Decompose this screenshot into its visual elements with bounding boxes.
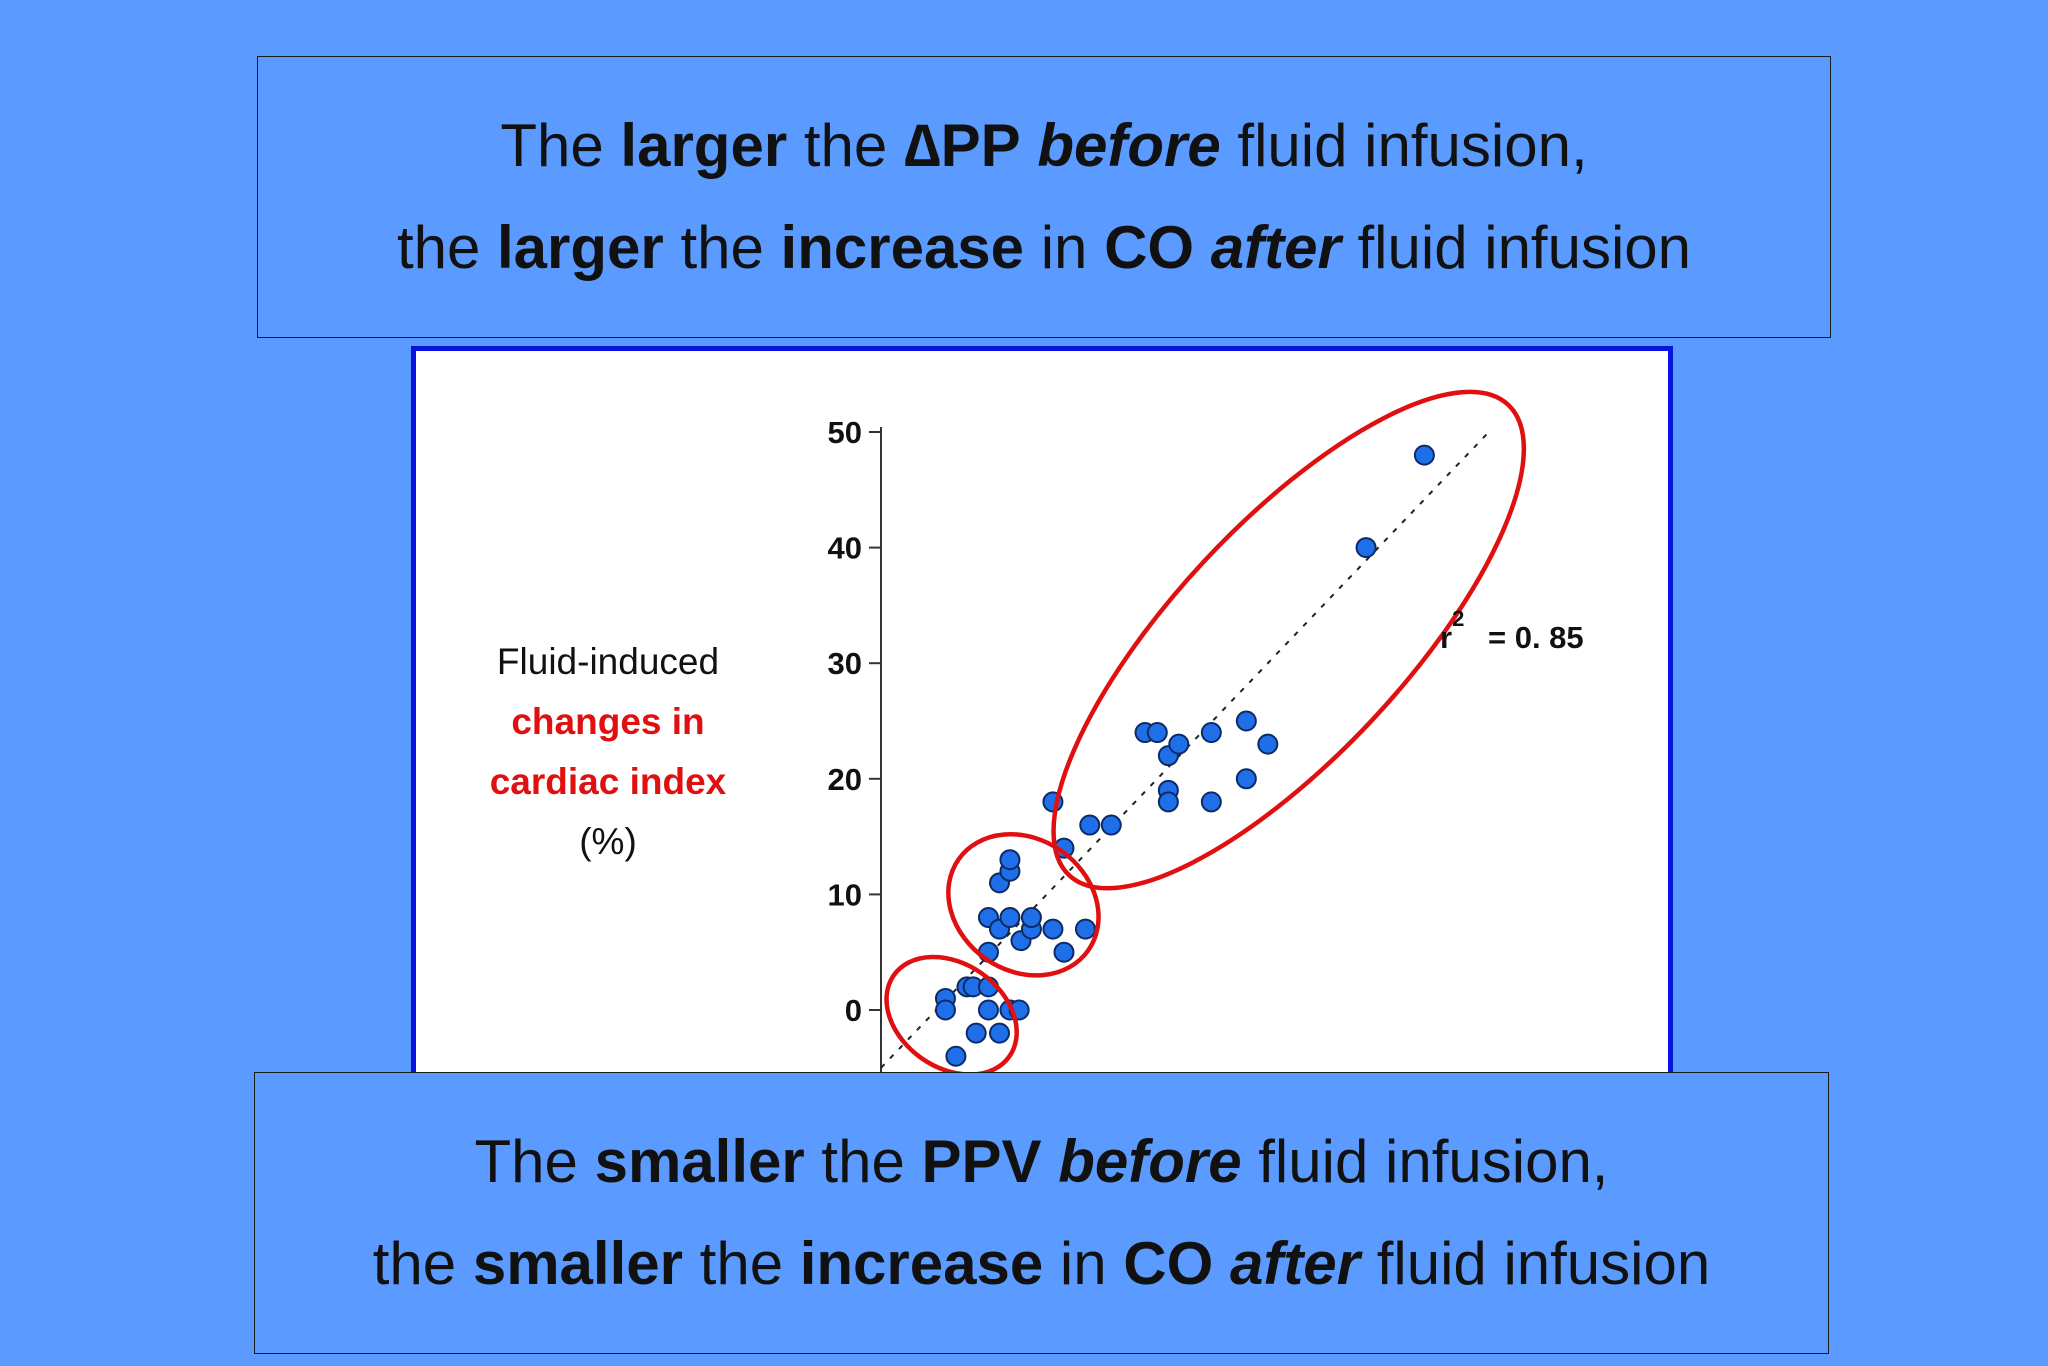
statement-segment: The bbox=[500, 112, 621, 179]
y-axis-title-line2: changes in bbox=[511, 701, 705, 742]
y-tick-label: 30 bbox=[828, 646, 862, 681]
statement-segment: fluid infusion bbox=[1360, 1230, 1711, 1297]
y-axis-title-line1: Fluid-induced bbox=[496, 641, 720, 682]
statement-segment bbox=[1194, 214, 1211, 281]
statement-segment: after bbox=[1210, 214, 1341, 281]
data-point bbox=[965, 1022, 987, 1044]
top-statement-line-2: the larger the increase in CO after flui… bbox=[397, 197, 1691, 299]
statement-segment: fluid infusion, bbox=[1220, 112, 1588, 179]
statement-segment: the bbox=[663, 214, 781, 281]
statement-segment: CO bbox=[1123, 1230, 1214, 1297]
statement-segment: increase bbox=[780, 214, 1025, 281]
bottom-statement-line-1: The smaller the PPV before fluid infusio… bbox=[475, 1111, 1609, 1213]
chart-panel bbox=[411, 346, 1673, 1086]
data-point bbox=[1200, 791, 1222, 813]
bottom-statement-line-2: the smaller the increase in CO after flu… bbox=[373, 1213, 1711, 1315]
y-tick-label: 50 bbox=[828, 415, 862, 450]
y-ticks: 0 10 20 30 40 50 bbox=[828, 415, 881, 1028]
data-point bbox=[1020, 907, 1042, 929]
data-point bbox=[989, 1022, 1011, 1044]
data-point bbox=[1146, 722, 1168, 744]
ellipses-layer bbox=[884, 389, 1527, 1077]
data-point bbox=[1053, 941, 1075, 963]
y-axis-title: Fluid-induced changes in cardiac index (… bbox=[418, 632, 798, 872]
regression-layer bbox=[880, 431, 1490, 1069]
statement-segment: in bbox=[1043, 1230, 1124, 1297]
statement-segment: PPV bbox=[921, 1128, 1042, 1195]
data-point bbox=[1074, 918, 1096, 940]
data-point bbox=[1235, 768, 1257, 790]
statement-segment: smaller bbox=[594, 1128, 805, 1195]
data-point bbox=[1257, 733, 1279, 755]
statement-segment: smaller bbox=[472, 1230, 683, 1297]
statement-segment: the bbox=[372, 1230, 473, 1297]
statement-segment: the bbox=[682, 1230, 800, 1297]
r-superscript: 2 bbox=[1452, 606, 1464, 631]
y-tick-label: 20 bbox=[828, 762, 862, 797]
statement-segment: ∆PP bbox=[903, 112, 1021, 179]
data-point bbox=[1042, 918, 1064, 940]
y-tick-label: 0 bbox=[845, 993, 862, 1028]
y-tick-label: 40 bbox=[828, 531, 862, 566]
data-point bbox=[1413, 444, 1435, 466]
y-axis-title-line3: cardiac index bbox=[489, 761, 727, 802]
statement-segment: increase bbox=[799, 1230, 1044, 1297]
data-point bbox=[945, 1045, 967, 1067]
y-axis-title-line4: (%) bbox=[579, 821, 637, 862]
data-point bbox=[999, 849, 1021, 871]
statement-segment: in bbox=[1024, 214, 1105, 281]
statement-segment: CO bbox=[1104, 214, 1195, 281]
data-point bbox=[1157, 791, 1179, 813]
statement-segment: the bbox=[804, 1128, 922, 1195]
data-point bbox=[1235, 710, 1257, 732]
highlight-ellipse bbox=[1051, 389, 1527, 891]
highlight-ellipse bbox=[946, 832, 1101, 978]
top-statement-box: The larger the ∆PP before fluid infusion… bbox=[257, 56, 1831, 338]
y-tick-label: 10 bbox=[828, 877, 862, 912]
r-squared-annotation: r2 = 0. 85 bbox=[1440, 606, 1584, 655]
statement-segment: fluid infusion bbox=[1340, 214, 1692, 281]
data-point bbox=[934, 999, 956, 1021]
data-point bbox=[999, 907, 1021, 929]
statement-segment: The bbox=[474, 1128, 595, 1195]
statement-segment: fluid infusion, bbox=[1241, 1128, 1609, 1195]
top-statement-line-1: The larger the ∆PP before fluid infusion… bbox=[500, 95, 1587, 197]
data-point bbox=[977, 999, 999, 1021]
data-point bbox=[1200, 722, 1222, 744]
r-symbol: r bbox=[1440, 620, 1452, 655]
data-point bbox=[1355, 537, 1377, 559]
statement-segment: larger bbox=[497, 214, 664, 281]
statement-segment bbox=[1021, 112, 1038, 179]
statement-segment bbox=[1213, 1230, 1230, 1297]
statement-segment: after bbox=[1229, 1230, 1361, 1297]
data-point bbox=[1100, 814, 1122, 836]
r-value: = 0. 85 bbox=[1488, 620, 1584, 655]
data-point bbox=[1079, 814, 1101, 836]
statement-segment: before bbox=[1058, 1128, 1242, 1195]
statement-segment: the bbox=[396, 214, 498, 281]
highlight-ellipse bbox=[884, 954, 1019, 1077]
statement-segment: larger bbox=[620, 112, 788, 179]
regression-line bbox=[880, 431, 1490, 1069]
statement-segment: the bbox=[787, 112, 904, 179]
bottom-statement-box: The smaller the PPV before fluid infusio… bbox=[254, 1072, 1829, 1354]
statement-segment: before bbox=[1037, 112, 1221, 179]
data-point bbox=[1168, 733, 1190, 755]
statement-segment bbox=[1042, 1128, 1059, 1195]
